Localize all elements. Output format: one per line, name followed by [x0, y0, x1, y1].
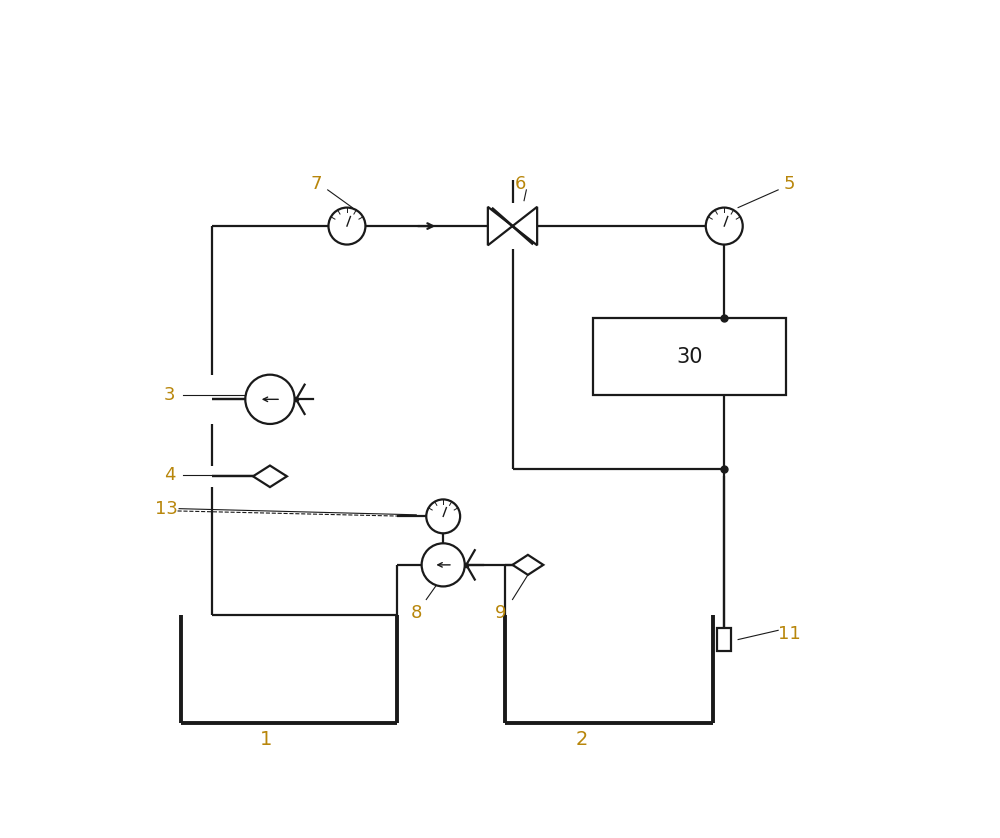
Text: 11: 11	[778, 625, 801, 644]
Circle shape	[245, 375, 295, 424]
Polygon shape	[512, 555, 543, 575]
Circle shape	[426, 499, 460, 533]
Circle shape	[328, 208, 365, 245]
Circle shape	[706, 208, 743, 245]
Text: 2: 2	[576, 730, 588, 749]
Bar	[593, 318, 786, 396]
Polygon shape	[253, 466, 287, 487]
Text: 3: 3	[164, 386, 176, 405]
Text: 30: 30	[676, 347, 703, 367]
Text: 13: 13	[155, 499, 177, 518]
Circle shape	[422, 543, 465, 587]
Text: 5: 5	[784, 174, 795, 193]
Text: 6: 6	[515, 174, 526, 193]
Text: 4: 4	[164, 466, 176, 484]
Text: 7: 7	[310, 174, 322, 193]
Text: 1: 1	[260, 730, 272, 749]
Bar	[717, 628, 731, 651]
Text: 8: 8	[411, 604, 422, 623]
Text: 9: 9	[495, 604, 507, 623]
